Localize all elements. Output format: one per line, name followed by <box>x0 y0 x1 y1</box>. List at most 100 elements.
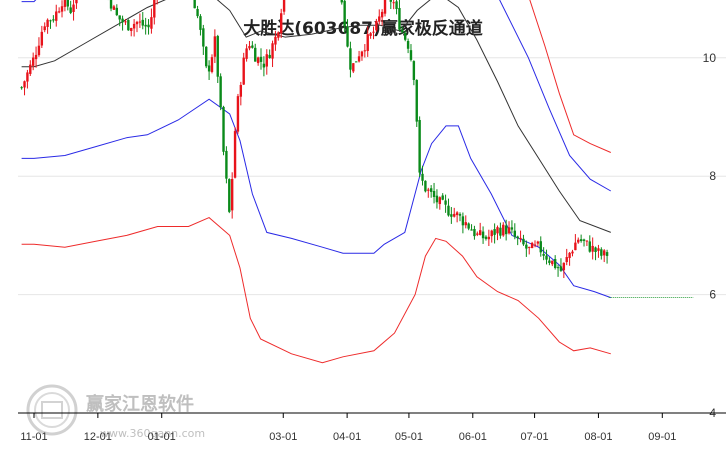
candle <box>138 13 142 28</box>
chart-title: 大胜达(603687)赢家极反通道 <box>243 18 483 39</box>
candle <box>519 230 522 243</box>
candle <box>542 247 545 261</box>
candle <box>265 49 268 75</box>
candle <box>52 15 55 23</box>
y-tick-label: 6 <box>709 288 716 302</box>
x-tick-label: 01-01 <box>148 431 176 443</box>
candle <box>366 26 369 57</box>
candle <box>363 44 367 58</box>
series-outer_upper <box>529 0 611 153</box>
candle <box>150 8 153 34</box>
candle <box>530 241 534 249</box>
candle <box>242 52 245 86</box>
x-tick-label: 09-01 <box>648 431 676 443</box>
candle <box>577 237 580 244</box>
candle <box>132 19 136 37</box>
candle <box>415 79 418 127</box>
candle <box>412 60 416 86</box>
x-axis-ticks: 11-01 12-01 01-01 03-01 04-01 05-01 06-01 07-01… <box>20 413 676 443</box>
candle <box>409 44 413 62</box>
candle <box>239 81 243 106</box>
candle <box>144 17 147 35</box>
candle <box>63 0 67 12</box>
candle <box>55 4 58 27</box>
candle <box>496 225 499 241</box>
candle <box>343 0 346 33</box>
candle <box>389 0 392 10</box>
series-middle <box>21 0 611 233</box>
candle <box>493 223 496 244</box>
candle <box>513 223 517 240</box>
candle <box>75 0 78 9</box>
candle <box>233 127 237 179</box>
candle <box>473 225 476 240</box>
candle <box>349 41 352 78</box>
candle <box>124 18 127 26</box>
candle <box>262 56 266 77</box>
candle <box>603 249 606 263</box>
candle <box>432 182 436 204</box>
candle <box>23 80 26 96</box>
candle <box>401 26 404 34</box>
candle <box>271 40 274 68</box>
candle <box>127 19 130 31</box>
candle <box>571 249 574 257</box>
x-tick-label: 11-01 <box>20 431 47 443</box>
candle <box>248 40 251 51</box>
candlesticks <box>20 0 609 279</box>
candle <box>467 222 470 231</box>
candle <box>380 9 384 26</box>
candle <box>213 29 217 64</box>
series-inner_lower <box>21 98 611 299</box>
candle <box>470 224 473 231</box>
candle <box>438 196 442 210</box>
candle <box>357 50 361 63</box>
candle <box>372 26 375 40</box>
candle <box>525 240 528 257</box>
candle <box>600 247 603 260</box>
series-inner_upper <box>21 0 612 192</box>
candle <box>251 41 254 49</box>
candle <box>346 19 349 48</box>
candle <box>115 4 119 17</box>
candle <box>427 187 430 198</box>
candle <box>597 244 600 258</box>
candle <box>444 194 447 213</box>
candle <box>568 251 571 266</box>
candle <box>199 14 202 36</box>
candle <box>57 7 61 14</box>
candle <box>40 25 44 49</box>
candle <box>375 18 378 32</box>
candle <box>31 52 35 71</box>
candle <box>236 93 240 134</box>
candle <box>135 20 139 33</box>
candle <box>507 221 511 235</box>
candle <box>207 60 211 81</box>
candle <box>435 189 439 209</box>
candle <box>398 0 401 31</box>
candle <box>447 198 450 217</box>
candle <box>256 56 260 66</box>
y-tick-label: 10 <box>703 51 717 65</box>
candle <box>37 37 41 57</box>
candle <box>539 236 542 257</box>
candle <box>245 44 248 62</box>
candle <box>424 180 427 193</box>
candle <box>588 235 591 253</box>
candle <box>487 229 491 247</box>
candle <box>202 24 205 55</box>
candle <box>562 262 566 279</box>
watermark-url: www.360gann.com <box>100 427 205 440</box>
candle <box>228 178 231 214</box>
candle <box>522 234 525 246</box>
watermark-brand: 赢家江恩软件 <box>86 393 194 415</box>
candle <box>574 234 577 251</box>
candle <box>484 235 488 241</box>
candle <box>490 229 493 243</box>
candle <box>274 30 277 51</box>
x-tick-label: 08-01 <box>584 431 612 443</box>
candle <box>548 257 551 266</box>
candle <box>406 38 410 54</box>
candle <box>340 0 343 5</box>
candle <box>360 50 364 61</box>
